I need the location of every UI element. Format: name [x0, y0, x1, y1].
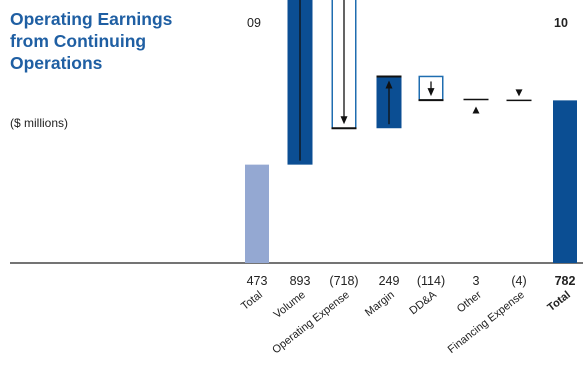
category-label: Volume [272, 289, 308, 321]
end-year-label: 10 [554, 16, 568, 30]
value-label: 249 [379, 274, 400, 288]
bar-total [245, 164, 269, 263]
arrow-up-head [472, 106, 480, 114]
category-label: Other [455, 289, 484, 316]
category-label: Financing Expense [446, 289, 527, 356]
arrow-up-head [385, 80, 393, 89]
category-label: Total [239, 289, 265, 313]
arrow-down-head [340, 116, 348, 125]
bar-total [553, 100, 577, 264]
chart-subtitle: ($ millions) [10, 116, 69, 130]
arrow-down-head [427, 88, 435, 97]
value-label: 3 [473, 274, 480, 288]
category-label: Total [545, 289, 572, 314]
value-label: (114) [417, 274, 445, 288]
category-label: Operating Expense [270, 289, 352, 356]
value-label: 893 [290, 274, 311, 288]
category-label: Margin [363, 289, 397, 319]
value-label: 782 [555, 274, 576, 288]
value-label: (718) [329, 274, 358, 288]
chart-title: Operating Earnings from Continuing Opera… [10, 9, 173, 73]
arrow-down-head [515, 89, 523, 97]
value-label: (4) [511, 274, 526, 288]
category-label: DD&A [407, 289, 439, 318]
start-year-label: 09 [247, 16, 261, 30]
value-label: 473 [247, 274, 268, 288]
